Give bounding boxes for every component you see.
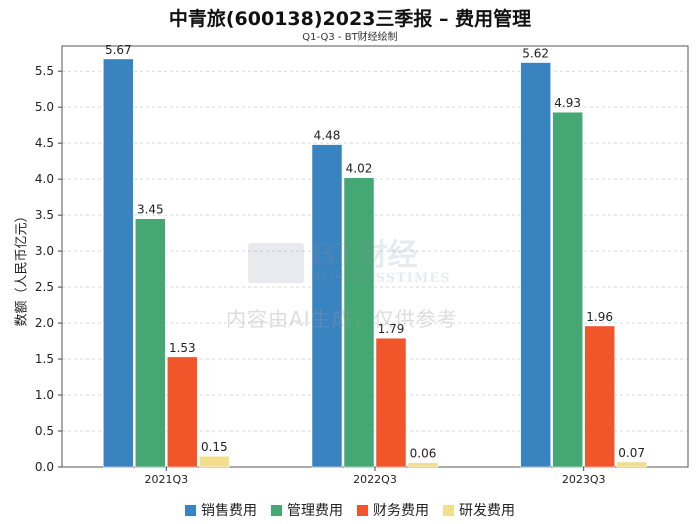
bar-rd-2022Q3 bbox=[407, 462, 439, 468]
bar-value-label: 4.93 bbox=[554, 96, 581, 110]
y-tick-label: 1.5 bbox=[35, 352, 54, 366]
bar-sales-2022Q3 bbox=[311, 144, 343, 468]
y-tick-label: 3.0 bbox=[35, 244, 54, 258]
bar-sales-2021Q3 bbox=[103, 58, 134, 468]
bar-finance-2023Q3 bbox=[584, 325, 615, 468]
legend-label: 研发费用 bbox=[459, 503, 515, 519]
chart-title: 中青旅(600138)2023三季报 – 费用管理 bbox=[168, 8, 532, 30]
bar-rd-2023Q3 bbox=[616, 461, 647, 468]
legend-swatch bbox=[185, 504, 196, 516]
bar-admin-2022Q3 bbox=[343, 177, 375, 468]
bar-value-label: 0.15 bbox=[201, 440, 228, 454]
watermark-text: 内容由AI生成，仅供参考 bbox=[226, 307, 458, 331]
bar-value-label: 0.07 bbox=[618, 446, 645, 460]
y-tick-label: 4.0 bbox=[35, 172, 54, 186]
legend: 销售费用 管理费用 财务费用 研发费用 bbox=[0, 500, 700, 520]
bar-value-label: 1.53 bbox=[169, 341, 196, 355]
watermark-logo-sub: BUSINESSTIMES bbox=[310, 270, 451, 286]
watermark-logo-mark bbox=[248, 242, 304, 283]
bar-value-label: 5.67 bbox=[105, 43, 132, 57]
legend-label: 销售费用 bbox=[201, 503, 257, 519]
legend-item-finance: 财务费用 bbox=[357, 500, 429, 520]
y-tick-label: 0.5 bbox=[35, 424, 54, 438]
legend-label: 管理费用 bbox=[287, 503, 343, 519]
bar-admin-2023Q3 bbox=[552, 111, 583, 468]
bar-value-label: 5.62 bbox=[522, 47, 549, 61]
bar-sales-2023Q3 bbox=[520, 62, 551, 468]
bar-value-label: 4.48 bbox=[314, 129, 341, 143]
legend-item-rd: 研发费用 bbox=[443, 500, 515, 520]
legend-item-admin: 管理费用 bbox=[271, 500, 343, 520]
bar-value-label: 1.96 bbox=[586, 310, 613, 324]
watermark-logo-main: BT财经 bbox=[310, 238, 418, 273]
y-tick-label: 5.5 bbox=[35, 64, 54, 78]
legend-label: 财务费用 bbox=[373, 503, 429, 519]
y-tick-label: 5.0 bbox=[35, 100, 54, 114]
bar-finance-2022Q3 bbox=[375, 337, 407, 468]
y-tick-label: 1.0 bbox=[35, 388, 54, 402]
bar-value-label: 1.79 bbox=[378, 322, 405, 336]
legend-swatch bbox=[443, 504, 454, 516]
y-tick-label: 0.0 bbox=[35, 460, 54, 474]
legend-swatch bbox=[271, 504, 282, 516]
y-tick-label: 4.5 bbox=[35, 136, 54, 150]
y-tick-label: 2.0 bbox=[35, 316, 54, 330]
x-tick-label: 2021Q3 bbox=[145, 473, 189, 486]
legend-swatch bbox=[357, 504, 368, 516]
bar-admin-2021Q3 bbox=[135, 218, 166, 468]
chart-subtitle: Q1-Q3 - BT财经绘制 bbox=[302, 32, 398, 43]
x-tick-label: 2022Q3 bbox=[353, 473, 397, 486]
bar-value-label: 0.06 bbox=[410, 447, 437, 461]
legend-item-sales: 销售费用 bbox=[185, 500, 257, 520]
bar-finance-2021Q3 bbox=[167, 356, 198, 468]
y-tick-label: 3.5 bbox=[35, 208, 54, 222]
y-tick-label: 2.5 bbox=[35, 280, 54, 294]
bar-value-label: 3.45 bbox=[137, 203, 164, 217]
bar-value-label: 4.02 bbox=[346, 162, 373, 176]
watermark-logo: BT财经 BUSINESSTIMES bbox=[248, 240, 451, 285]
bar-rd-2021Q3 bbox=[199, 455, 230, 468]
x-tick-label: 2023Q3 bbox=[562, 473, 606, 486]
